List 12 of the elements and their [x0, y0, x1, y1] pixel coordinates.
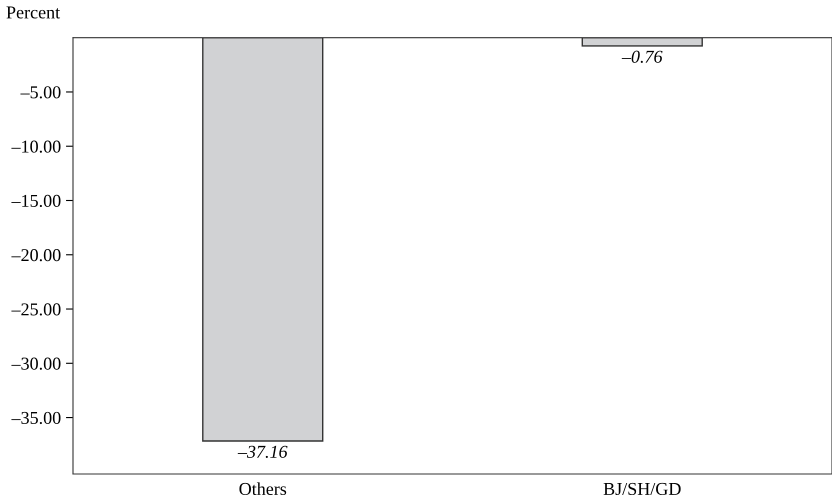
y-tick-label: –5.00 — [20, 86, 61, 98]
data-label: –37.16 — [238, 446, 288, 458]
y-tick-label: –10.00 — [11, 140, 61, 153]
y-tick-label: –25.00 — [11, 303, 61, 316]
y-tick-label: –15.00 — [11, 194, 61, 208]
y-tick-label: –30.00 — [11, 358, 61, 370]
y-axis-title: Percent — [6, 6, 60, 19]
y-tick-label: –35.00 — [11, 412, 61, 424]
y-tick-label: –20.00 — [11, 249, 61, 262]
data-label: –0.76 — [622, 50, 662, 63]
x-tick-label: Others — [239, 482, 286, 496]
x-tick-label: BJ/SH/GD — [604, 482, 681, 496]
